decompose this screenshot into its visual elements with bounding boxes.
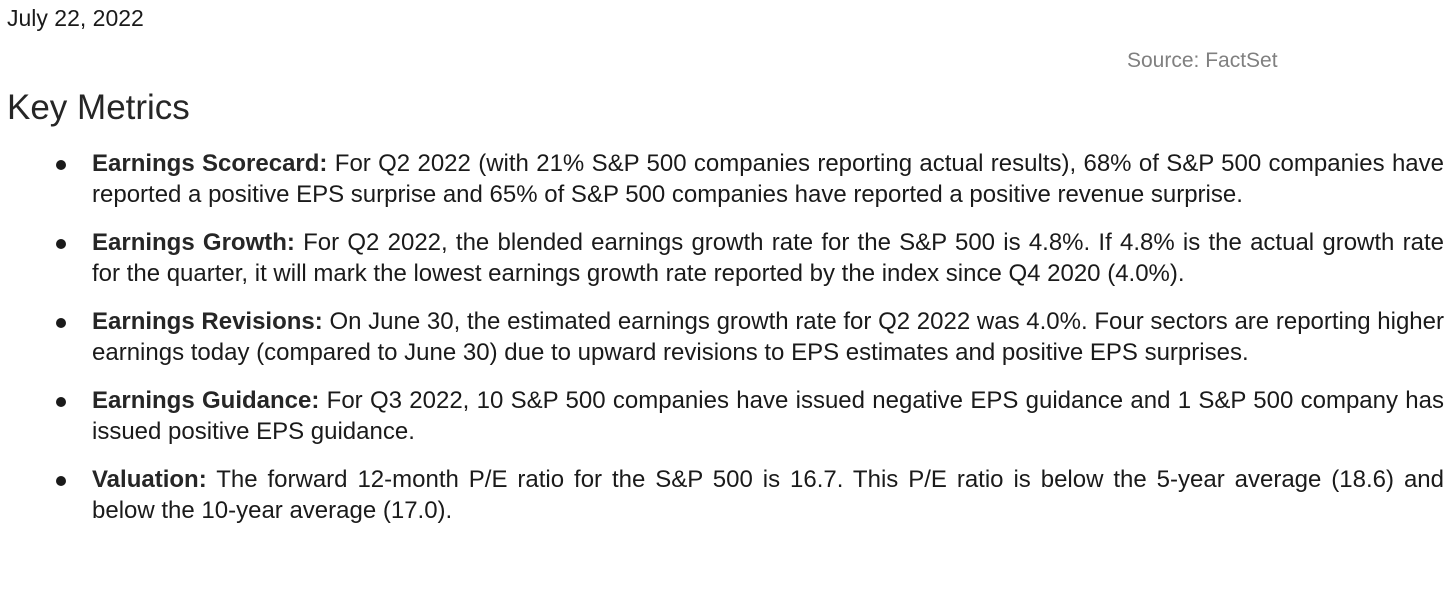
- metric-label: Earnings Guidance:: [92, 387, 320, 414]
- metric-earnings-revisions: Earnings Revisions: On June 30, the esti…: [0, 306, 1444, 368]
- report-date: July 22, 2022: [7, 5, 144, 31]
- key-metrics-list: Earnings Scorecard: For Q2 2022 (with 21…: [0, 148, 1444, 526]
- metric-text: The forward 12-month P/E ratio for the S…: [92, 466, 1444, 524]
- metric-text: For Q2 2022 (with 21% S&P 500 companies …: [92, 150, 1444, 208]
- metric-label: Earnings Growth:: [92, 229, 295, 256]
- metric-earnings-growth: Earnings Growth: For Q2 2022, the blende…: [0, 227, 1444, 289]
- bullet-icon: [56, 476, 66, 486]
- section-heading: Key Metrics: [7, 88, 190, 127]
- bullet-icon: [56, 160, 66, 170]
- metric-earnings-scorecard: Earnings Scorecard: For Q2 2022 (with 21…: [0, 148, 1444, 210]
- metric-label: Earnings Revisions:: [92, 308, 323, 335]
- metric-earnings-guidance: Earnings Guidance: For Q3 2022, 10 S&P 5…: [0, 385, 1444, 447]
- source-note: Source: FactSet: [1127, 49, 1278, 72]
- metric-label: Valuation:: [92, 466, 207, 493]
- metric-text: For Q2 2022, the blended earnings growth…: [92, 229, 1444, 287]
- metric-label: Earnings Scorecard:: [92, 150, 328, 177]
- metric-text: For Q3 2022, 10 S&P 500 companies have i…: [92, 387, 1445, 445]
- metric-valuation: Valuation: The forward 12-month P/E rati…: [0, 464, 1444, 526]
- metric-text: On June 30, the estimated earnings growt…: [92, 308, 1444, 366]
- bullet-icon: [56, 318, 66, 328]
- bullet-icon: [56, 397, 66, 407]
- bullet-icon: [56, 239, 66, 249]
